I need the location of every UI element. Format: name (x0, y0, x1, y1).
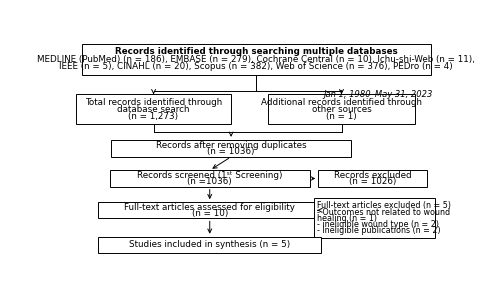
Text: Records identified through searching multiple databases: Records identified through searching mul… (115, 47, 398, 56)
FancyBboxPatch shape (314, 198, 434, 238)
Text: other sources: other sources (312, 105, 372, 114)
Text: Records after removing duplicates: Records after removing duplicates (156, 141, 306, 150)
Text: (n =1036): (n =1036) (188, 177, 232, 186)
Text: Jan 1, 1980–May 31, 2023: Jan 1, 1980–May 31, 2023 (323, 89, 432, 99)
Text: database search: database search (118, 105, 190, 114)
Text: Full-text articles assessed for eligibility: Full-text articles assessed for eligibil… (124, 203, 295, 212)
Text: (n = 1026): (n = 1026) (349, 177, 396, 186)
FancyBboxPatch shape (318, 170, 427, 187)
FancyBboxPatch shape (98, 202, 321, 219)
FancyBboxPatch shape (111, 140, 351, 157)
Text: MEDLINE (PubMed) (n = 186), EMBASE (n = 279), Cochrane Central (n = 10), Ichu-sh: MEDLINE (PubMed) (n = 186), EMBASE (n = … (38, 55, 475, 64)
FancyBboxPatch shape (76, 94, 231, 124)
Text: - Outcomes not related to wound: - Outcomes not related to wound (318, 208, 450, 217)
Text: - Ineligible publications (n = 2): - Ineligible publications (n = 2) (318, 226, 441, 235)
Text: (n = 1,273): (n = 1,273) (128, 112, 178, 121)
Text: Records excluded: Records excluded (334, 171, 411, 180)
Text: Records screened (1ˢᵗ Screening): Records screened (1ˢᵗ Screening) (137, 171, 282, 180)
Text: healing (n = 1): healing (n = 1) (318, 214, 378, 223)
FancyBboxPatch shape (268, 94, 415, 124)
Text: - ineligible wound type (n = 2): - ineligible wound type (n = 2) (318, 220, 440, 229)
Text: Additional records identified through: Additional records identified through (261, 98, 422, 106)
Text: Total records identified through: Total records identified through (85, 98, 222, 106)
Text: Studies included in synthesis (n = 5): Studies included in synthesis (n = 5) (129, 240, 290, 249)
Text: (n = 1): (n = 1) (326, 112, 357, 121)
Text: (n = 10): (n = 10) (192, 209, 228, 218)
FancyBboxPatch shape (110, 170, 310, 187)
FancyBboxPatch shape (98, 237, 321, 253)
Text: IEEE (n = 5), CINAHL (n = 20), Scopus (n = 382), Web of Science (n = 376), PEDro: IEEE (n = 5), CINAHL (n = 20), Scopus (n… (60, 62, 453, 71)
Text: (n = 1036): (n = 1036) (208, 147, 255, 156)
Text: Full-text articles excluded (n = 5): Full-text articles excluded (n = 5) (318, 201, 452, 210)
FancyBboxPatch shape (82, 44, 430, 75)
